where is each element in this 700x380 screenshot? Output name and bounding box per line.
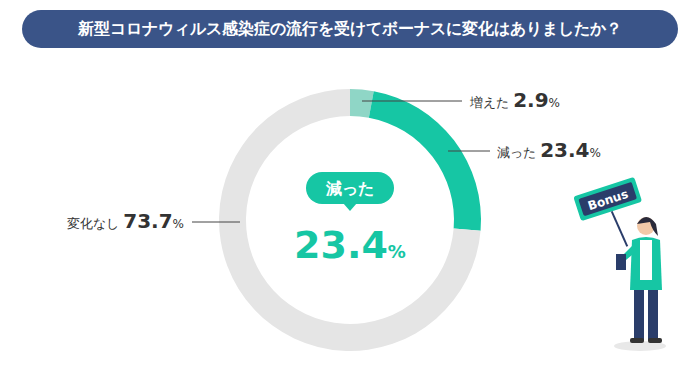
svg-text:増えた 2.9%: 増えた 2.9% xyxy=(469,88,560,112)
svg-text:変化なし 73.7%: 変化なし 73.7% xyxy=(67,209,184,233)
html-text:新型コロナウィルス感染症の流行を受けてボーナスに変化はありま: 新型コロナウィルス感染症の流行を受けてボーナスに変化はありましたか？ xyxy=(78,19,622,38)
svg-text:23.4%: 23.4% xyxy=(294,223,406,267)
svg-text:減った: 減った xyxy=(325,179,374,198)
svg-text:減った 23.4%: 減った 23.4% xyxy=(497,138,601,162)
svg-text:Bonus: Bonus xyxy=(586,187,630,213)
